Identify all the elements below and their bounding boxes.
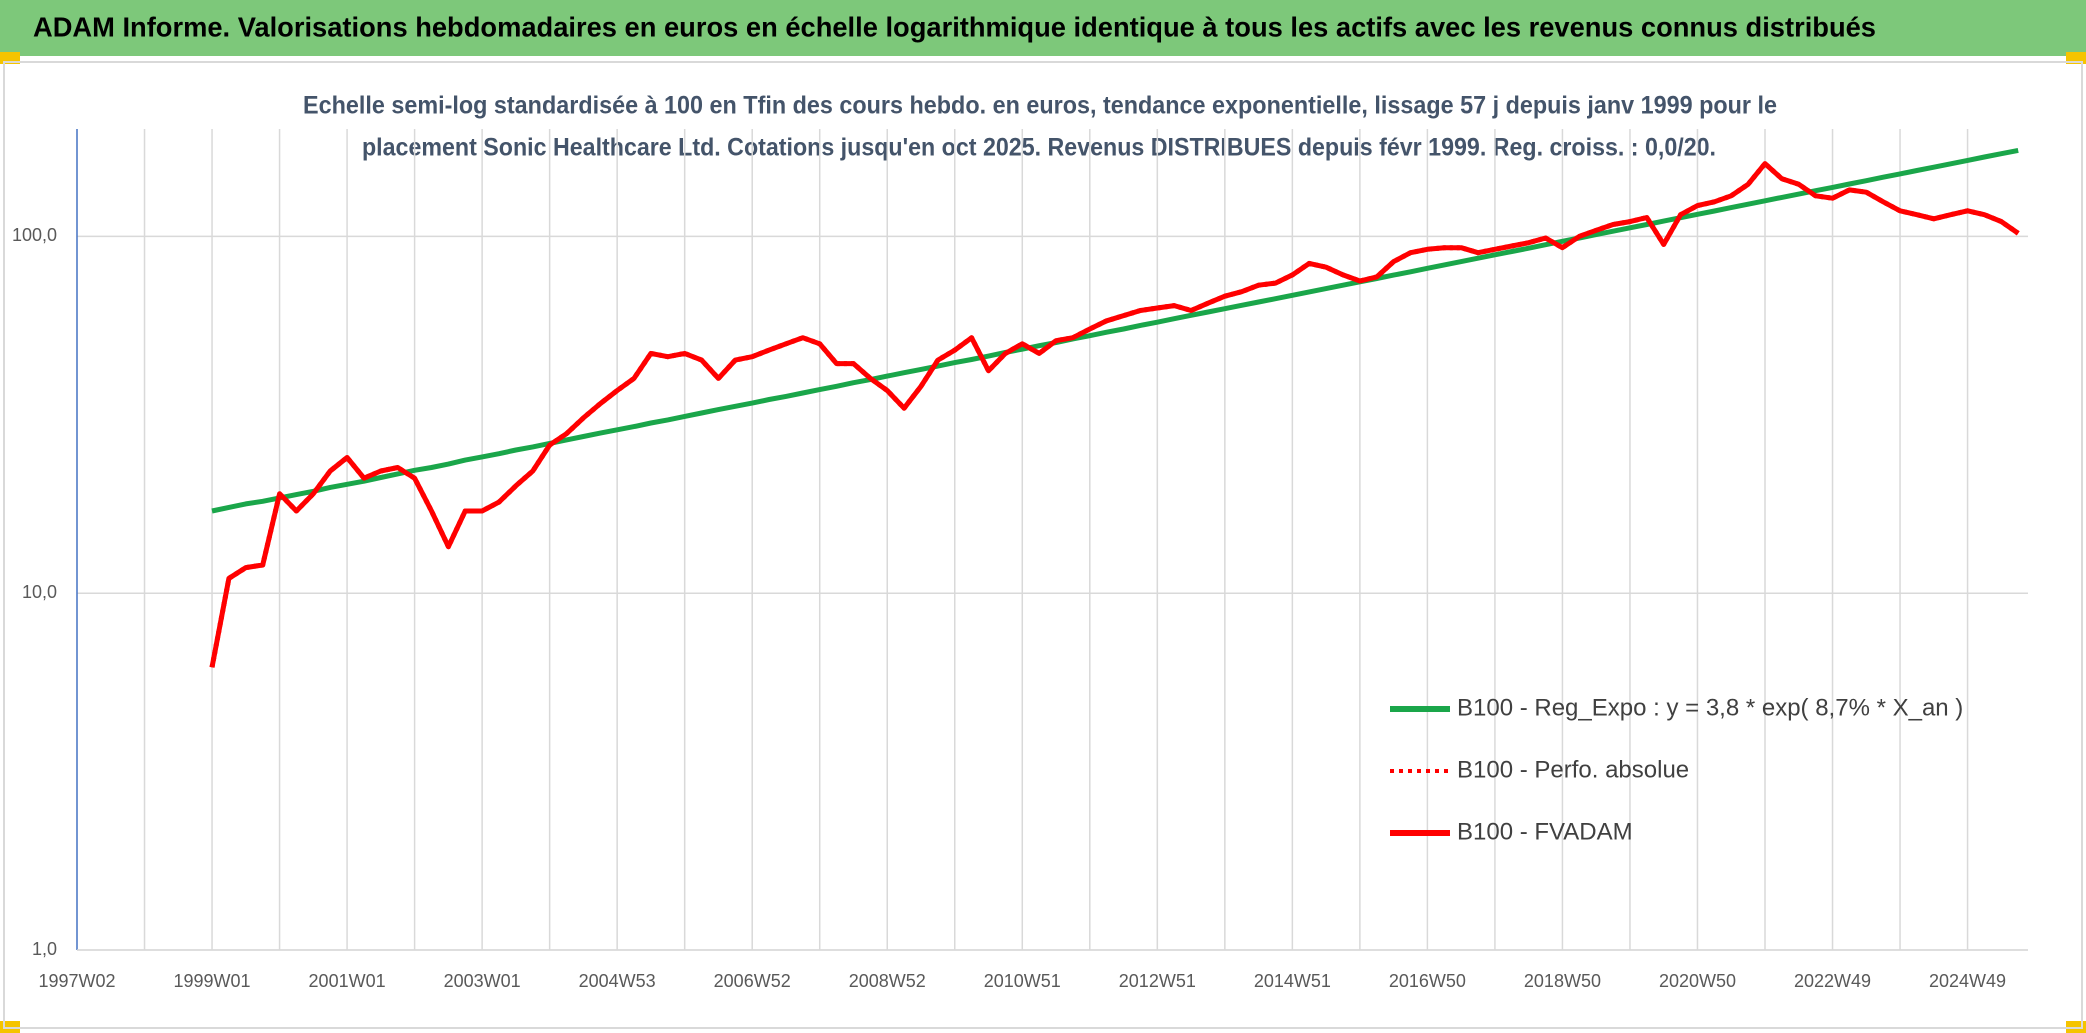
x-tick-label: 2001W01 bbox=[309, 971, 386, 991]
title-bar bbox=[0, 0, 2086, 56]
x-tick-label: 2006W52 bbox=[714, 971, 791, 991]
x-tick-label: 2020W50 bbox=[1659, 971, 1736, 991]
x-tick-label: 2024W49 bbox=[1929, 971, 2006, 991]
page-title: ADAM Informe. Valorisations hebdomadaire… bbox=[33, 11, 1876, 42]
x-tick-label: 2014W51 bbox=[1254, 971, 1331, 991]
x-tick-label: 2016W50 bbox=[1389, 971, 1466, 991]
x-tick-label: 1997W02 bbox=[38, 971, 115, 991]
chart-subtitle: placement Sonic Healthcare Ltd. Cotation… bbox=[362, 134, 1716, 162]
legend-label: B100 - Perfo. absolue bbox=[1457, 756, 1689, 783]
legend-label: B100 - Reg_Expo : y = 3,8 * exp( 8,7% * … bbox=[1457, 694, 1963, 721]
chart-subtitle: Echelle semi-log standardisée à 100 en T… bbox=[303, 92, 1777, 120]
y-tick-label: 10,0 bbox=[22, 582, 57, 602]
y-tick-label: 100,0 bbox=[12, 225, 57, 245]
series-line bbox=[209, 161, 2020, 668]
x-tick-label: 2012W51 bbox=[1119, 971, 1196, 991]
legend-label: B100 - FVADAM bbox=[1457, 818, 1633, 845]
x-tick-label: 2004W53 bbox=[579, 971, 656, 991]
x-tick-label: 2008W52 bbox=[849, 971, 926, 991]
x-tick-label: 2003W01 bbox=[444, 971, 521, 991]
series-line bbox=[211, 147, 2019, 514]
x-tick-label: 2022W49 bbox=[1794, 971, 1871, 991]
x-tick-label: 2010W51 bbox=[984, 971, 1061, 991]
x-tick-label: 1999W01 bbox=[174, 971, 251, 991]
y-tick-label: 1,0 bbox=[32, 939, 57, 959]
frame bbox=[3, 61, 2083, 1029]
x-tick-label: 2018W50 bbox=[1524, 971, 1601, 991]
